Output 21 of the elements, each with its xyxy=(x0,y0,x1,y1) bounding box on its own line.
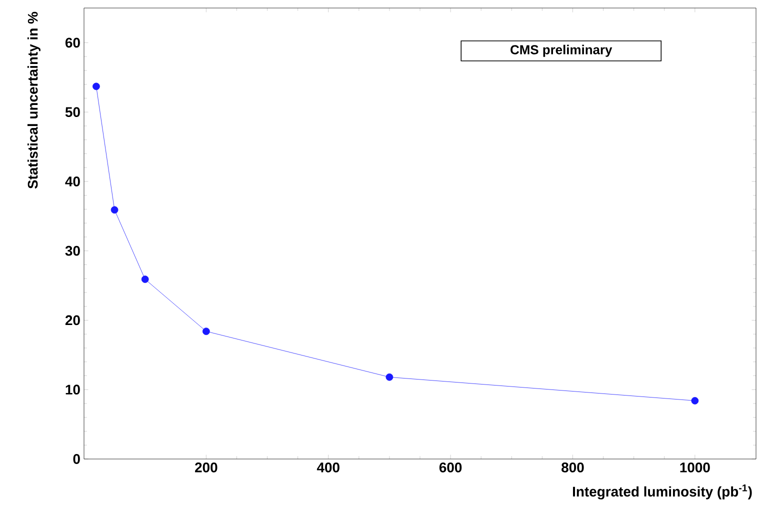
x-tick-label: 600 xyxy=(439,462,462,472)
x-tick-label: 800 xyxy=(562,462,584,472)
annotation: CMS preliminary xyxy=(510,44,612,57)
y-tick-label: 40 xyxy=(65,176,80,186)
y-tick-label: 50 xyxy=(65,107,80,118)
point xyxy=(110,206,118,214)
point xyxy=(141,276,149,283)
y-tick-label: 30 xyxy=(65,246,80,256)
x-tick-label: 200 xyxy=(195,462,218,472)
x-axis-title: Integrated luminosity (pb$^{-1}$) xyxy=(572,484,752,500)
x-tick-label: 1000 xyxy=(680,462,710,472)
x-tick-label: 400 xyxy=(316,462,340,472)
y-tick-label: 60 xyxy=(65,38,80,48)
y-tick-label: 10 xyxy=(66,384,80,395)
point xyxy=(691,397,699,404)
point xyxy=(92,82,100,90)
point xyxy=(386,373,394,381)
y-tick-label: 0 xyxy=(73,454,80,464)
point xyxy=(202,328,210,336)
y-tick-label: 20 xyxy=(65,315,80,326)
y-axis-title: Statistical uncertainty in % xyxy=(27,12,40,189)
